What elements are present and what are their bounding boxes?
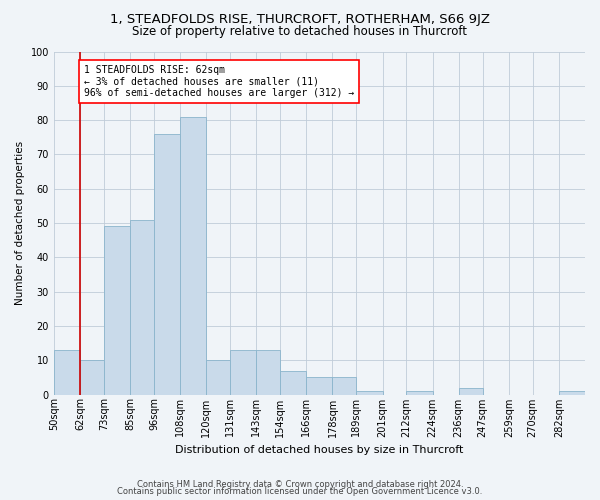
- Bar: [230, 350, 256, 395]
- Bar: [206, 360, 230, 394]
- Bar: [307, 378, 332, 394]
- Text: 1 STEADFOLDS RISE: 62sqm
← 3% of detached houses are smaller (11)
96% of semi-de: 1 STEADFOLDS RISE: 62sqm ← 3% of detache…: [84, 65, 355, 98]
- Bar: [54, 350, 80, 395]
- Bar: [180, 116, 206, 394]
- Text: 1, STEADFOLDS RISE, THURCROFT, ROTHERHAM, S66 9JZ: 1, STEADFOLDS RISE, THURCROFT, ROTHERHAM…: [110, 12, 490, 26]
- X-axis label: Distribution of detached houses by size in Thurcroft: Distribution of detached houses by size …: [175, 445, 464, 455]
- Bar: [154, 134, 180, 394]
- Bar: [332, 378, 356, 394]
- Bar: [406, 391, 433, 394]
- Bar: [459, 388, 482, 394]
- Bar: [104, 226, 130, 394]
- Bar: [256, 350, 280, 395]
- Bar: [280, 370, 307, 394]
- Y-axis label: Number of detached properties: Number of detached properties: [15, 141, 25, 305]
- Bar: [559, 391, 585, 394]
- Bar: [356, 391, 383, 394]
- Bar: [130, 220, 154, 394]
- Text: Size of property relative to detached houses in Thurcroft: Size of property relative to detached ho…: [133, 25, 467, 38]
- Text: Contains public sector information licensed under the Open Government Licence v3: Contains public sector information licen…: [118, 487, 482, 496]
- Text: Contains HM Land Registry data © Crown copyright and database right 2024.: Contains HM Land Registry data © Crown c…: [137, 480, 463, 489]
- Bar: [80, 360, 104, 394]
